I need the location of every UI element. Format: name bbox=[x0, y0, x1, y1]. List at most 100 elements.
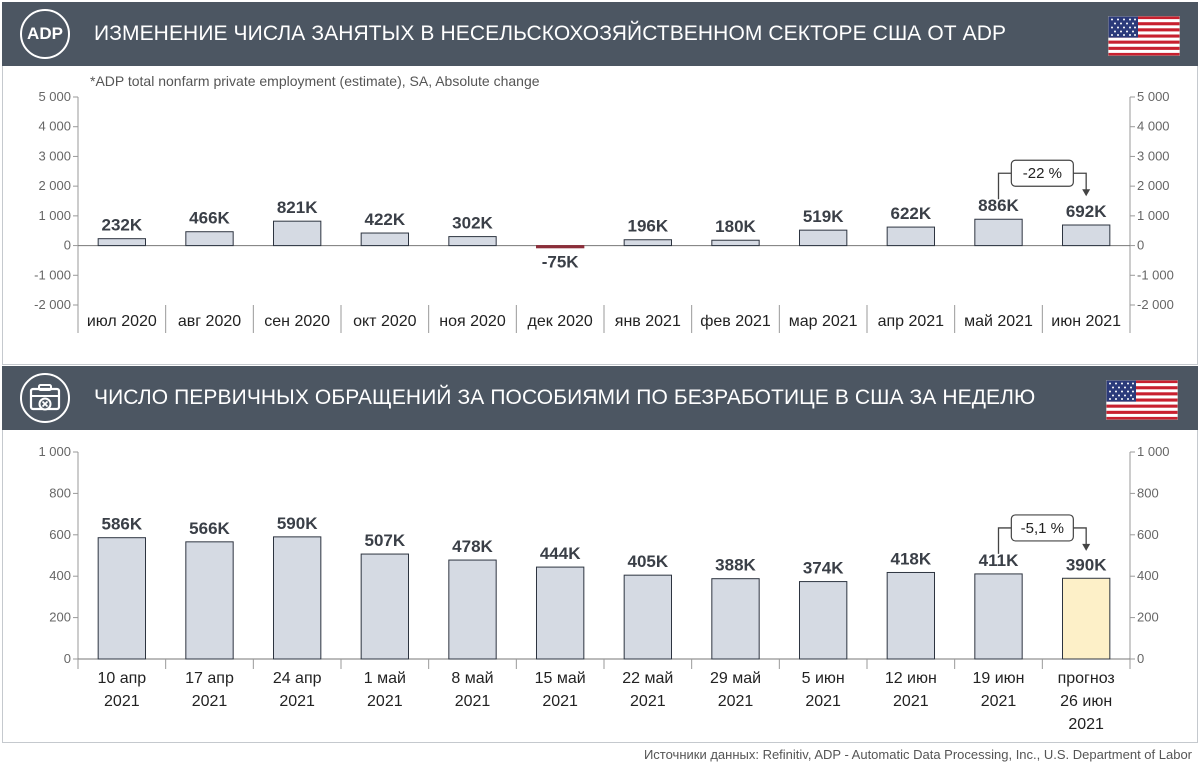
y-tick-label-right: 0 bbox=[1137, 651, 1144, 666]
y-tick-label-right: 4 000 bbox=[1137, 119, 1170, 134]
y-tick-label-right: -1 000 bbox=[1137, 267, 1174, 282]
annotation-bracket-right bbox=[1073, 527, 1087, 546]
bar bbox=[974, 573, 1023, 660]
annotation-arrow-icon bbox=[1082, 189, 1091, 197]
y-tick-label-right: 0 bbox=[1137, 238, 1144, 253]
category-label: 2021 bbox=[1068, 716, 1104, 733]
y-tick-label-left: 4 000 bbox=[38, 119, 71, 134]
annotation-bracket-left bbox=[997, 527, 1012, 554]
y-tick-label-left: 800 bbox=[49, 485, 71, 500]
data-label: 232K bbox=[102, 216, 143, 235]
bar bbox=[448, 559, 497, 660]
data-label: 519K bbox=[803, 207, 844, 226]
y-tick-label-right: 2 000 bbox=[1137, 178, 1170, 193]
data-label: 622K bbox=[891, 204, 932, 223]
bar bbox=[97, 537, 147, 660]
y-tick-label-left: 200 bbox=[49, 610, 71, 625]
bar bbox=[623, 239, 673, 247]
category-label: 2021 bbox=[718, 693, 754, 710]
us-flag-icon bbox=[1106, 380, 1178, 420]
y-tick-label-left: 5 000 bbox=[38, 89, 71, 104]
y-tick-label-left: 1 000 bbox=[38, 208, 71, 223]
us-flag-icon bbox=[1108, 16, 1180, 56]
y-tick-label-right: -2 000 bbox=[1137, 297, 1174, 312]
adp-employment-chart: *ADP total nonfarm private employment (e… bbox=[34, 73, 1174, 333]
data-label: 590K bbox=[277, 514, 318, 533]
y-tick-label-right: 400 bbox=[1137, 568, 1159, 583]
category-label: апр 2021 bbox=[878, 313, 945, 330]
data-label: 886K bbox=[978, 196, 1019, 215]
y-tick-label-right: 200 bbox=[1137, 610, 1159, 625]
category-label: 2021 bbox=[104, 693, 140, 710]
category-label: 26 июн bbox=[1060, 693, 1112, 710]
data-label: 418K bbox=[891, 549, 932, 568]
category-label: 5 июн bbox=[802, 670, 845, 687]
y-tick-label-left: -1 000 bbox=[34, 267, 71, 282]
category-label: 2021 bbox=[981, 693, 1017, 710]
y-tick-label-right: 1 000 bbox=[1137, 444, 1170, 459]
category-label: окт 2020 bbox=[353, 313, 417, 330]
bar bbox=[886, 226, 936, 247]
category-label: 29 май bbox=[710, 670, 761, 687]
y-tick-label-left: 600 bbox=[49, 527, 71, 542]
category-label: мар 2021 bbox=[789, 313, 858, 330]
data-source-note: Источники данных: Refinitiv, ADP - Autom… bbox=[643, 747, 1192, 762]
y-tick-label-left: 400 bbox=[49, 568, 71, 583]
y-tick-label-left: 2 000 bbox=[38, 178, 71, 193]
bar bbox=[448, 236, 497, 247]
category-label: сен 2020 bbox=[264, 313, 330, 330]
y-tick-label-left: 0 bbox=[64, 651, 71, 666]
category-label: 2021 bbox=[805, 693, 841, 710]
data-label: 444K bbox=[540, 544, 581, 563]
change-annotation: -5,1 % bbox=[997, 514, 1091, 554]
category-label: дек 2020 bbox=[528, 313, 593, 330]
data-label: 302K bbox=[452, 214, 493, 233]
y-tick-label-right: 5 000 bbox=[1137, 89, 1170, 104]
category-label: 12 июн bbox=[885, 670, 937, 687]
data-label: 566K bbox=[189, 519, 230, 538]
category-label: 17 апр bbox=[185, 670, 234, 687]
forecast-bar bbox=[1061, 577, 1111, 660]
category-label: авг 2020 bbox=[178, 313, 241, 330]
chart1-panel bbox=[2, 66, 1198, 365]
data-label: 692K bbox=[1066, 202, 1107, 221]
y-tick-label-left: 0 bbox=[64, 238, 71, 253]
data-label: 388K bbox=[715, 556, 756, 575]
y-tick-label-right: 3 000 bbox=[1137, 148, 1170, 163]
y-tick-label-right: 1 000 bbox=[1137, 208, 1170, 223]
data-label: 466K bbox=[189, 209, 230, 228]
data-label: 586K bbox=[102, 515, 143, 534]
bar bbox=[535, 566, 585, 660]
category-label: 24 апр bbox=[273, 670, 322, 687]
bar bbox=[535, 245, 585, 249]
y-tick-label-left: 3 000 bbox=[38, 148, 71, 163]
jobless-claims-chart: 1 000 1 000 800 800 600 600 400 400 200 200 0 0 586K… bbox=[38, 444, 1170, 733]
section2-header: ЧИСЛО ПЕРВИЧНЫХ ОБРАЩЕНИЙ ЗА ПОСОБИЯМИ П… bbox=[2, 366, 1198, 430]
data-label: 180K bbox=[715, 217, 756, 236]
adp-logo-icon: ADP bbox=[20, 9, 70, 59]
data-label: 405K bbox=[628, 552, 669, 571]
bar bbox=[1061, 224, 1111, 247]
category-label: 10 апр bbox=[97, 670, 146, 687]
section1-title: ИЗМЕНЕНИЕ ЧИСЛА ЗАНЯТЫХ В НЕСЕЛЬСКОХОЗЯЙ… bbox=[94, 22, 1007, 45]
change-annotation: -22 % bbox=[997, 159, 1091, 200]
section1-header: ADP ИЗМЕНЕНИЕ ЧИСЛА ЗАНЯТЫХ В НЕСЕЛЬСКОХ… bbox=[2, 2, 1198, 66]
data-label: 196K bbox=[628, 217, 669, 236]
data-label: 821K bbox=[277, 198, 318, 217]
category-label: 2021 bbox=[279, 693, 315, 710]
annotation-box bbox=[1010, 514, 1074, 542]
bar bbox=[272, 220, 322, 247]
y-tick-label-left: 1 000 bbox=[38, 444, 71, 459]
bar bbox=[711, 578, 760, 660]
category-label: прогноз bbox=[1058, 670, 1115, 687]
section2-title: ЧИСЛО ПЕРВИЧНЫХ ОБРАЩЕНИЙ ЗА ПОСОБИЯМИ П… bbox=[94, 386, 1036, 409]
category-label: 2021 bbox=[367, 693, 403, 710]
category-label: 15 май bbox=[535, 670, 586, 687]
bar bbox=[798, 581, 848, 660]
category-label: фев 2021 bbox=[700, 313, 771, 330]
data-label: 478K bbox=[452, 537, 493, 556]
bar bbox=[185, 541, 234, 660]
category-label: 2021 bbox=[192, 693, 228, 710]
bar bbox=[360, 232, 410, 247]
bar bbox=[974, 218, 1023, 247]
